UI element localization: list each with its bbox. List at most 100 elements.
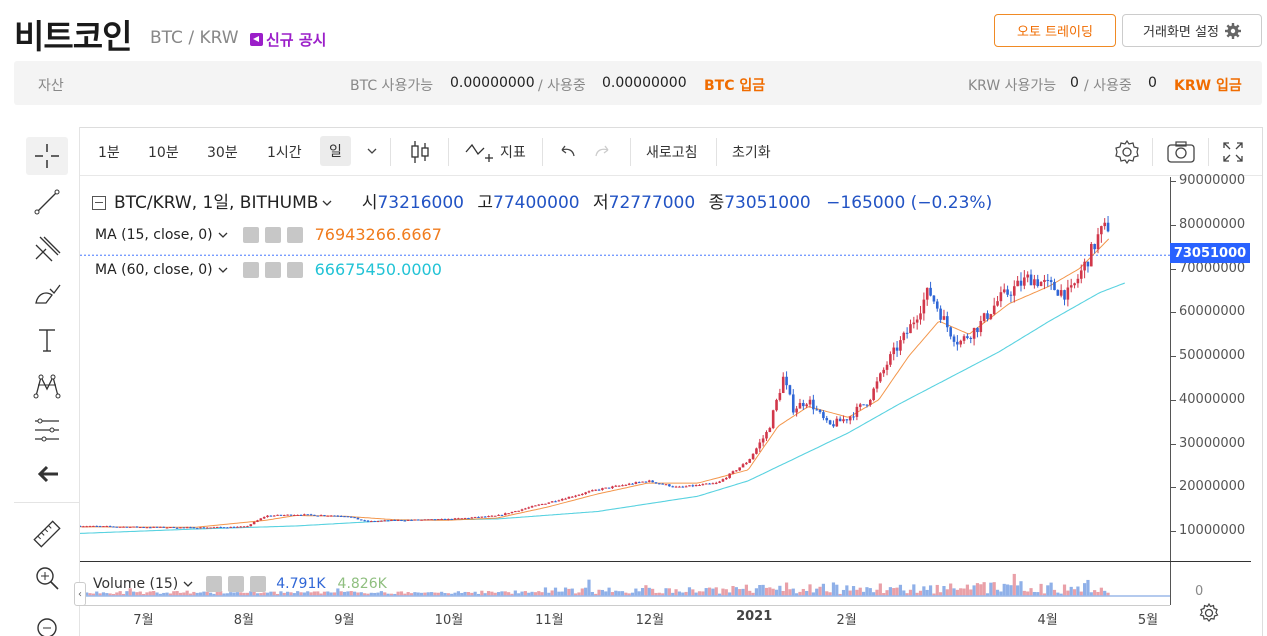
pattern-tool[interactable] [26, 367, 68, 405]
volume-bar [734, 587, 738, 596]
volume-bar [560, 591, 564, 596]
candle-body [999, 292, 1003, 302]
candle-body [413, 519, 417, 521]
chevron-down-icon[interactable] [217, 265, 229, 275]
price-chart[interactable] [80, 177, 1170, 562]
candlestick-icon[interactable] [408, 138, 432, 166]
interval-1h[interactable]: 1시간 [267, 145, 302, 161]
candle-body [1009, 294, 1013, 296]
volume-bar [989, 582, 993, 596]
y-tick-label: 20000000 [1179, 479, 1246, 495]
interval-1m[interactable]: 1분 [98, 145, 120, 161]
eye-icon[interactable] [206, 576, 223, 592]
candle-body [1059, 290, 1063, 296]
magnet-tool[interactable] [26, 613, 68, 636]
volume-bar [108, 593, 112, 596]
fullscreen-icon[interactable] [1222, 141, 1244, 163]
current-price-tag: 73051000 [1170, 243, 1250, 263]
btc-deposit-link[interactable]: BTC 입금 [704, 78, 766, 94]
hide-toolbox-tool[interactable] [26, 455, 68, 493]
eye-icon[interactable] [242, 226, 259, 243]
volume-bar [1005, 584, 1010, 596]
candle-body [962, 336, 966, 341]
candle-body [768, 428, 772, 433]
redo-icon[interactable] [592, 142, 612, 162]
volume-bar [312, 591, 317, 596]
volume-bar [172, 591, 176, 596]
volume-bar [985, 593, 990, 596]
chevron-down-icon[interactable] [366, 145, 378, 157]
chevron-down-icon[interactable] [217, 230, 229, 240]
trend-line-tool[interactable] [26, 183, 68, 221]
candle-body [135, 526, 139, 528]
trend-line-icon [34, 189, 60, 215]
volume-bar [781, 590, 785, 596]
refresh-button[interactable]: 새로고침 [646, 145, 698, 161]
ma15-label[interactable]: MA (15, close, 0) [95, 226, 213, 243]
candle-body [721, 479, 725, 482]
ma15-value: 76943266.6667 [314, 225, 442, 244]
interval-day[interactable]: 일 [320, 136, 351, 166]
volume-bar [490, 591, 494, 596]
gear-icon[interactable] [264, 226, 281, 243]
crosshair-tool[interactable] [26, 137, 68, 175]
low-value: 72777000 [608, 193, 696, 213]
chevron-down-icon[interactable] [320, 198, 334, 208]
volume-chart[interactable] [80, 562, 1170, 604]
close-icon[interactable] [286, 261, 303, 278]
brush-tool[interactable] [26, 275, 68, 313]
settings-gear-icon[interactable] [1114, 139, 1140, 165]
volume-bar [500, 591, 504, 596]
volume-label[interactable]: Volume (15) [93, 576, 179, 592]
gear-icon[interactable] [264, 261, 281, 278]
candle-body [858, 404, 862, 407]
candle-body [1063, 290, 1066, 300]
volume-bar [798, 591, 802, 596]
indicator-icon[interactable] [464, 140, 494, 166]
forecast-tool[interactable] [26, 411, 68, 449]
axis-settings-gear-icon[interactable] [1198, 602, 1220, 624]
volume-bar [865, 587, 869, 596]
volume-bar [687, 587, 692, 596]
camera-icon[interactable] [1166, 140, 1196, 164]
krw-deposit-link[interactable]: KRW 입금 [1174, 78, 1242, 94]
candle-body [758, 442, 762, 449]
interval-30m[interactable]: 30분 [207, 145, 238, 161]
ma60-label[interactable]: MA (60, close, 0) [95, 261, 213, 278]
volume-bar [728, 592, 732, 596]
chevron-down-icon[interactable] [182, 579, 194, 589]
price-axis[interactable]: 10000000 20000000 30000000 40000000 50000000… [1170, 173, 1262, 605]
fib-tool[interactable] [26, 229, 68, 267]
gear-icon[interactable] [228, 576, 245, 592]
volume-bar [547, 592, 551, 596]
volume-bar [888, 587, 892, 596]
undo-icon[interactable] [558, 142, 578, 162]
interval-10m[interactable]: 10분 [148, 145, 179, 161]
reset-button[interactable]: 초기화 [732, 145, 771, 161]
candle-body [654, 482, 658, 484]
candle-body [517, 510, 520, 512]
volume-bar [902, 590, 906, 596]
time-axis[interactable]: 7월 8월 9월 10월 11월 12월 2021 2월 4월 5월 [80, 605, 1170, 636]
candle-body [765, 432, 768, 439]
auto-trading-button[interactable]: 오토 트레이딩 [994, 14, 1116, 47]
volume-bar [222, 593, 226, 596]
ruler-tool[interactable] [26, 515, 68, 553]
candle-body [661, 483, 664, 485]
indicators-button[interactable]: 지표 [500, 145, 526, 161]
volume-value-1: 4.791K [276, 576, 326, 592]
eye-icon[interactable] [242, 261, 259, 278]
notice-link[interactable]: 신규 공시 [250, 29, 326, 50]
close-icon[interactable] [286, 226, 303, 243]
collapse-icon[interactable] [92, 196, 106, 210]
candle-body [497, 514, 500, 516]
text-tool[interactable] [26, 321, 68, 359]
scroll-left-button[interactable]: ‹ [74, 582, 86, 606]
coin-name: 비트코인 [14, 17, 132, 56]
screen-settings-button[interactable]: 거래화면 설정 [1122, 14, 1262, 47]
screen-settings-label: 거래화면 설정 [1143, 25, 1219, 40]
zoom-in-tool[interactable] [26, 559, 68, 597]
close-icon[interactable] [250, 576, 267, 592]
candle-body [899, 340, 902, 351]
symbol-label[interactable]: BTC/KRW, 1일, BITHUMB [114, 193, 319, 213]
